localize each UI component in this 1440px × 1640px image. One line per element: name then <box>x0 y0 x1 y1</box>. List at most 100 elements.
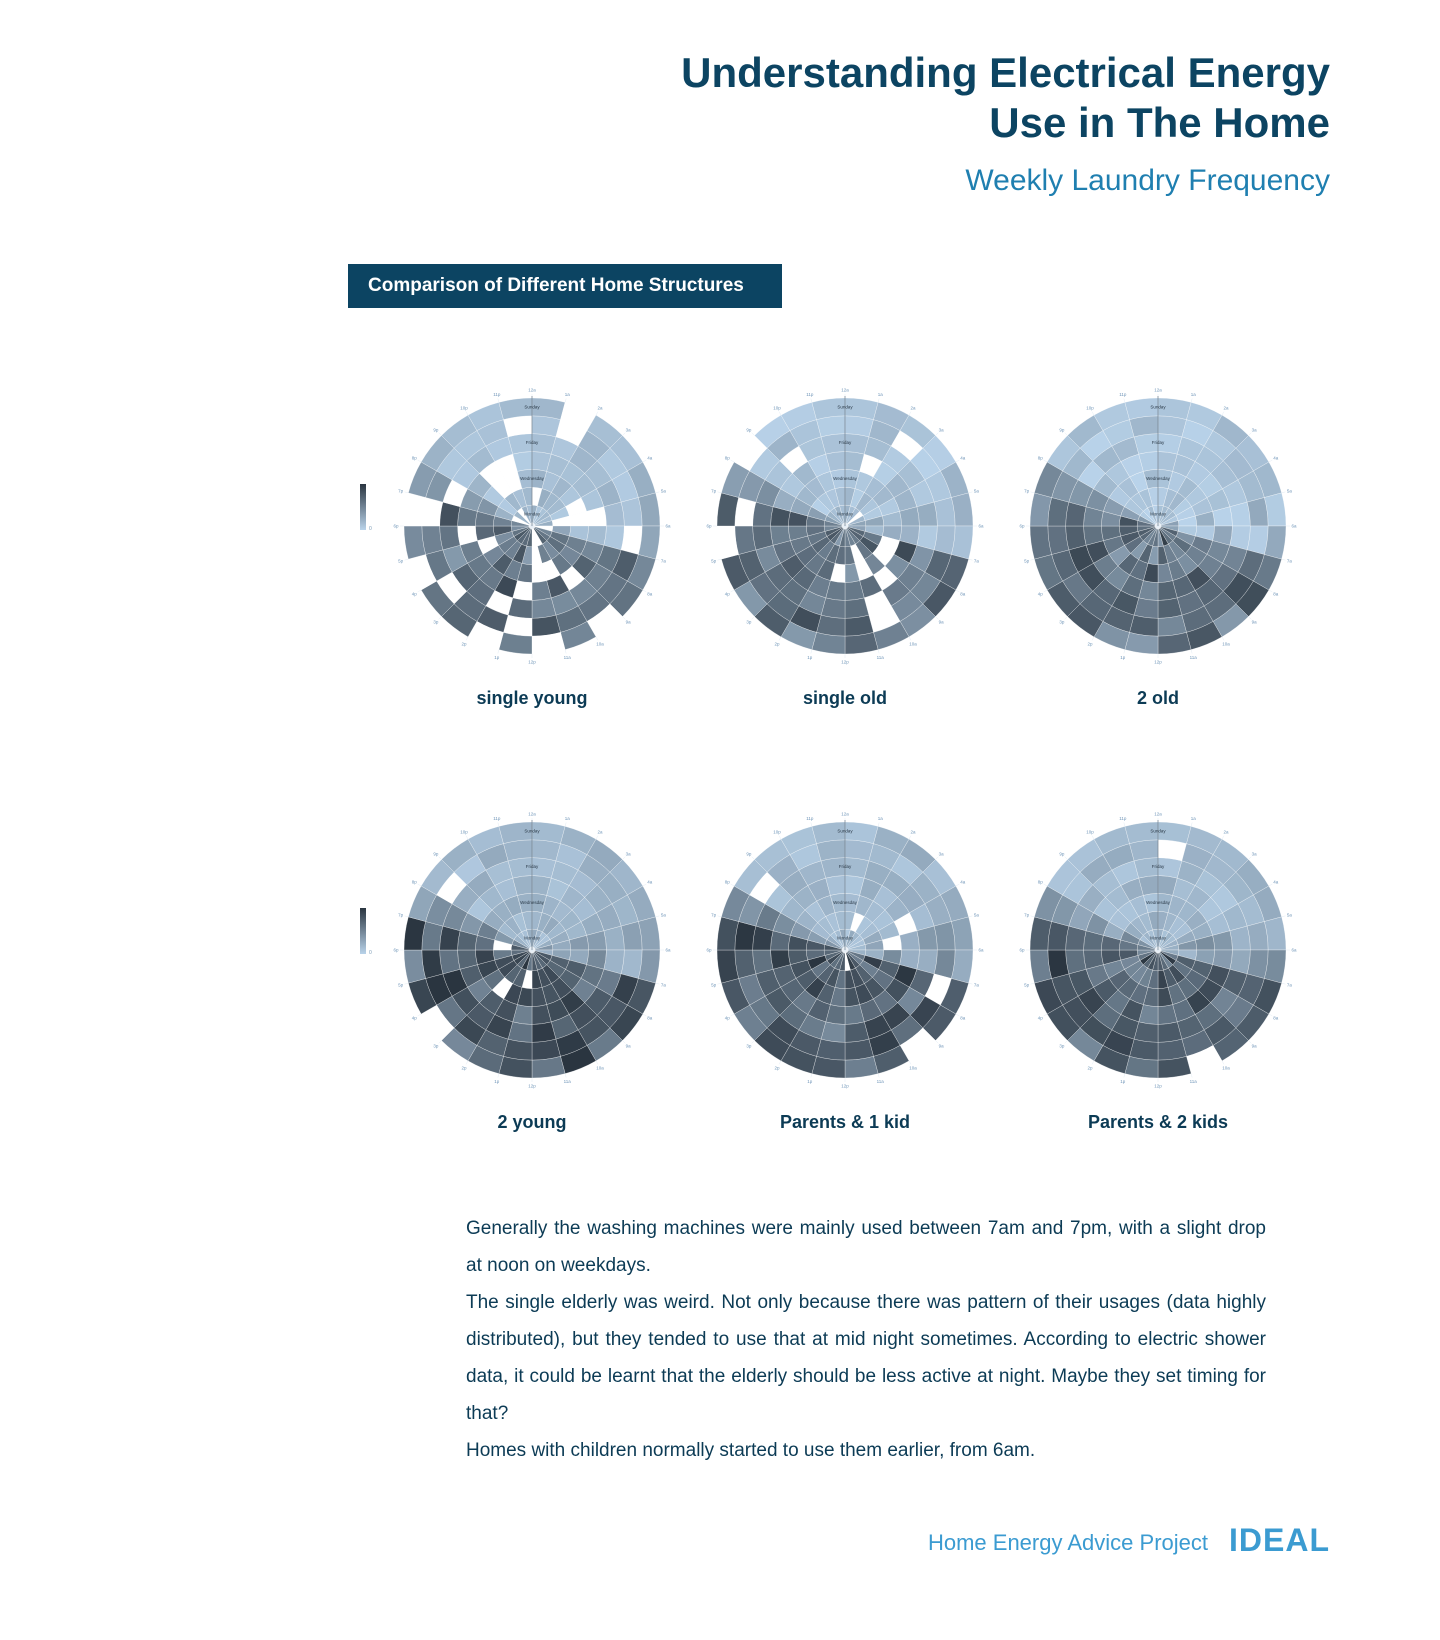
hour-tick-label: 10a <box>596 641 604 646</box>
hour-tick-label: 11p <box>1119 816 1127 821</box>
heat-cell <box>1129 839 1159 862</box>
color-scale-legend: 0 <box>360 484 372 532</box>
heat-cell <box>1129 1038 1159 1061</box>
heat-cell <box>844 839 874 862</box>
chart-label: Parents & 2 kids <box>1087 1112 1229 1132</box>
day-tick-label: Monday <box>1150 936 1167 941</box>
day-tick-label: Sunday <box>524 828 540 833</box>
heat-cell <box>620 921 643 951</box>
hour-tick-label: 7p <box>711 488 717 493</box>
punch-card-chart-2: Punch Card12a1a2a3a4a5a6a7a8a9a10a11a12p… <box>706 388 984 665</box>
hour-tick-label: 12a <box>841 388 849 393</box>
day-tick-label: Wednesday <box>833 476 857 481</box>
hour-tick-label: 7p <box>1024 488 1030 493</box>
hour-tick-label: 3p <box>746 620 752 625</box>
day-tick-label: Sunday <box>1150 404 1166 409</box>
heat-cell <box>503 1038 533 1061</box>
hour-tick-label: 11a <box>1190 1079 1198 1084</box>
hour-tick-label: 6p <box>393 948 399 953</box>
hour-tick-label: 12p <box>528 660 536 665</box>
hour-tick-label: 12a <box>841 812 849 817</box>
hour-tick-label: 3p <box>433 1044 439 1049</box>
hour-tick-label: 7a <box>974 559 980 564</box>
heat-cell <box>816 1038 846 1061</box>
body-text: Generally the washing machines were main… <box>466 1210 1266 1469</box>
hour-tick-label: 1p <box>494 1079 500 1084</box>
hour-tick-label: 7p <box>398 488 404 493</box>
day-tick-label: Friday <box>526 864 539 869</box>
hour-tick-label: 7a <box>1287 983 1293 988</box>
hour-tick-label: 7p <box>711 912 717 917</box>
hour-tick-label: 6a <box>978 524 984 529</box>
hour-tick-label: 12p <box>528 1084 536 1089</box>
heat-cell <box>531 1038 561 1061</box>
heat-cell <box>1246 525 1269 555</box>
hour-tick-label: 10p <box>1086 406 1094 411</box>
day-tick-label: Monday <box>837 936 854 941</box>
hour-tick-label: 10a <box>1222 1065 1230 1070</box>
heat-cell <box>734 921 757 951</box>
hour-tick-label: 1a <box>565 816 571 821</box>
hour-tick-label: 3a <box>626 851 632 856</box>
hour-tick-label: 10a <box>909 641 917 646</box>
heat-cell <box>503 839 533 862</box>
chart-label: Parents & 1 kid <box>779 1112 911 1132</box>
heat-cell <box>816 839 846 862</box>
scale-min-label: 0 <box>369 526 372 532</box>
hour-tick-label: 5a <box>661 912 667 917</box>
heat-cell <box>531 839 561 862</box>
hour-tick-label: 4a <box>1273 880 1279 885</box>
hour-tick-label: 5p <box>711 559 717 564</box>
hour-tick-label: 8a <box>1273 592 1279 597</box>
punch-card-chart-3: Punch Card12a1a2a3a4a5a6a7a8a9a10a11a12p… <box>1019 388 1297 665</box>
punch-card-chart-6: Punch Card12a1a2a3a4a5a6a7a8a9a10a11a12p… <box>1019 812 1297 1089</box>
chart-label: 2 young <box>497 1112 567 1132</box>
day-tick-label: Wednesday <box>1146 476 1170 481</box>
day-tick-label: Friday <box>839 440 852 445</box>
heat-cell <box>531 614 561 637</box>
hour-tick-label: 11a <box>564 1079 572 1084</box>
heat-cell <box>844 1038 874 1061</box>
heat-cell <box>816 415 846 438</box>
heat-cell <box>620 497 643 527</box>
hour-tick-label: 8p <box>725 456 731 461</box>
hour-tick-label: 4a <box>647 456 653 461</box>
hour-tick-label: 9p <box>433 851 439 856</box>
heat-cell <box>1157 1038 1187 1061</box>
hour-tick-label: 4p <box>1038 592 1044 597</box>
hour-tick-label: 7a <box>974 983 980 988</box>
hour-tick-label: 11p <box>1119 392 1127 397</box>
chart-panel-3: Punch Card12a1a2a3a4a5a6a7a8a9a10a11a12p… <box>1008 350 1308 710</box>
hour-tick-label: 2a <box>1223 830 1229 835</box>
day-tick-label: Wednesday <box>1146 900 1170 905</box>
hour-tick-label: 2a <box>1223 406 1229 411</box>
hour-tick-label: 10p <box>773 830 781 835</box>
day-tick-label: Sunday <box>1150 828 1166 833</box>
hour-tick-label: 3a <box>939 851 945 856</box>
hour-tick-label: 6a <box>978 948 984 953</box>
hour-tick-label: 8a <box>960 592 966 597</box>
hour-tick-label: 4p <box>412 592 418 597</box>
hour-tick-label: 9a <box>939 620 945 625</box>
heat-cell <box>1047 921 1070 951</box>
heat-cell <box>1157 614 1187 637</box>
heat-cell <box>421 525 444 555</box>
heat-cell <box>421 497 444 527</box>
day-tick-label: Monday <box>524 512 541 517</box>
hour-tick-label: 4a <box>1273 456 1279 461</box>
hour-tick-label: 9p <box>433 427 439 432</box>
heat-cell <box>1047 497 1070 527</box>
hour-tick-label: 11p <box>493 816 501 821</box>
hour-tick-label: 11p <box>806 816 814 821</box>
hour-tick-label: 8p <box>412 880 418 885</box>
heat-cell <box>1047 949 1070 979</box>
hour-tick-label: 12a <box>528 812 536 817</box>
chart-panel-1: Punch Card12a1a2a3a4a5a6a7a8a9a10a11a12p… <box>382 350 682 710</box>
hour-tick-label: 10a <box>1222 641 1230 646</box>
hour-tick-label: 10p <box>460 406 468 411</box>
hour-tick-label: 1a <box>565 392 571 397</box>
heat-cell <box>933 525 956 555</box>
hour-tick-label: 3p <box>746 1044 752 1049</box>
heat-cell <box>1246 949 1269 979</box>
hour-tick-label: 4p <box>1038 1016 1044 1021</box>
